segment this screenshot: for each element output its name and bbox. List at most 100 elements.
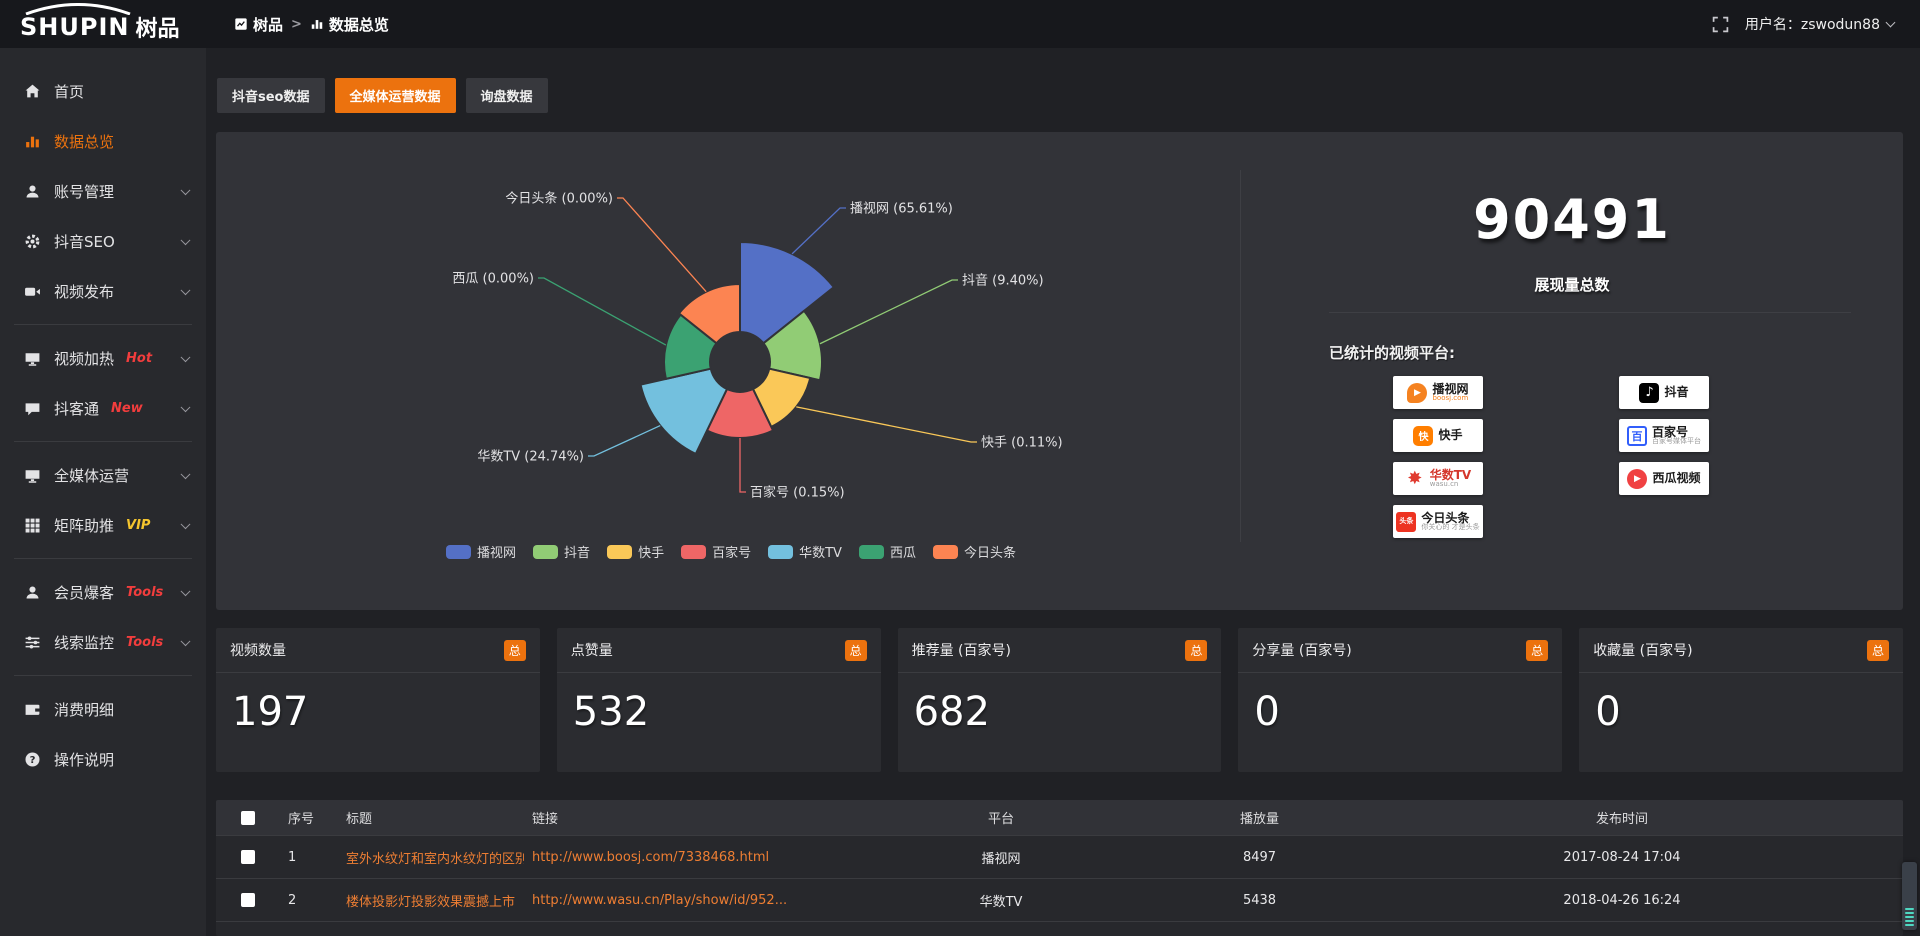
cell-url-link[interactable]: http://www.boosj.com/7338468.html bbox=[532, 849, 770, 865]
legend-item-快手[interactable]: 快手 bbox=[607, 542, 664, 561]
cell-platform: 华数TV bbox=[979, 894, 1023, 910]
sidebar-divider bbox=[14, 558, 192, 559]
sidebar-item-账号管理[interactable]: 账号管理 bbox=[0, 166, 206, 216]
chevron-down-icon bbox=[180, 402, 191, 413]
sidebar-item-抖音SEO[interactable]: 抖音SEO bbox=[0, 216, 206, 266]
legend-item-百家号[interactable]: 百家号 bbox=[681, 542, 751, 561]
pie-slice-抖音[interactable] bbox=[762, 309, 823, 382]
pie-label-line bbox=[617, 197, 707, 293]
monitor-icon bbox=[24, 350, 41, 367]
tab-抖音seo数据[interactable]: 抖音seo数据 bbox=[217, 78, 325, 113]
row-checkbox[interactable] bbox=[241, 810, 255, 825]
topbar: SHUPIN 树品 树品 > 数据总览 用户名：zswodun88 bbox=[0, 0, 1920, 48]
sidebar-item-线索监控[interactable]: 线索监控 Tools bbox=[0, 617, 206, 667]
legend-item-抖音[interactable]: 抖音 bbox=[533, 542, 590, 561]
sidebar-divider bbox=[14, 324, 192, 325]
sidebar-item-全媒体运营[interactable]: 全媒体运营 bbox=[0, 450, 206, 500]
total-impressions-label: 展现量总数 bbox=[1534, 276, 1610, 294]
chevron-down-icon bbox=[180, 185, 191, 196]
sidebar-item-label: 账号管理 bbox=[54, 182, 115, 201]
pie-label-line bbox=[791, 207, 846, 255]
sidebar-item-首页[interactable]: 首页 bbox=[0, 66, 206, 116]
cell-title-link[interactable]: 室外水纹灯和室内水纹灯的区别和简介 bbox=[346, 851, 524, 867]
platform-name: 百家号 bbox=[1652, 424, 1689, 439]
legend-swatch bbox=[768, 544, 794, 559]
app-logo: SHUPIN 树品 bbox=[0, 0, 206, 48]
pie-slice-播视网[interactable] bbox=[739, 240, 836, 345]
stat-card-点赞量: 点赞量 总 532 bbox=[556, 628, 881, 772]
total-badge: 总 bbox=[1866, 639, 1889, 661]
user-menu[interactable]: 用户名：zswodun88 bbox=[1745, 14, 1896, 34]
wallet-icon bbox=[24, 701, 41, 718]
stat-card-value: 0 bbox=[1595, 689, 1621, 735]
sidebar-item-消费明细[interactable]: 消费明细 bbox=[0, 684, 206, 734]
sliders-icon bbox=[24, 634, 41, 651]
row-checkbox[interactable] bbox=[241, 893, 255, 907]
sidebar-item-label: 视频加热 bbox=[54, 349, 115, 368]
platform-subtext: 你关心的 才是头条 bbox=[1421, 523, 1480, 532]
pie-slice-今日头条[interactable] bbox=[677, 282, 741, 345]
wasu-logo-icon: ✸ bbox=[1407, 468, 1423, 489]
legend-label: 抖音 bbox=[564, 546, 591, 561]
sidebar-item-矩阵助推[interactable]: 矩阵助推 VIP bbox=[0, 500, 206, 550]
chart-legend: 播视网 抖音 快手 百家号 华数TV 西瓜 今日头条 bbox=[216, 542, 1246, 561]
platform-name: 今日头条 bbox=[1421, 510, 1470, 525]
cell-url-link[interactable]: http://www.wasu.cn/Play/show/id/952... bbox=[532, 892, 788, 908]
breadcrumb-item[interactable]: 数据总览 bbox=[310, 14, 389, 35]
widget-bar bbox=[1905, 912, 1914, 914]
legend-item-西瓜[interactable]: 西瓜 bbox=[858, 542, 916, 561]
legend-label: 华数TV bbox=[799, 546, 842, 561]
cell-platform: 播视网 bbox=[981, 851, 1021, 867]
platforms-title: 已统计的视频平台: bbox=[1329, 344, 1455, 362]
sidebar-item-数据总览[interactable]: 数据总览 bbox=[0, 116, 206, 166]
sidebar-item-视频发布[interactable]: 视频发布 bbox=[0, 266, 206, 316]
kuaishou-logo-icon: 快 bbox=[1413, 425, 1434, 446]
column-header-播放量: 播放量 bbox=[1239, 812, 1279, 827]
sidebar-item-label: 矩阵助推 bbox=[54, 516, 115, 535]
breadcrumb-label: 树品 bbox=[253, 15, 284, 34]
sidebar-item-操作说明[interactable]: ? 操作说明 bbox=[0, 734, 206, 784]
sidebar-item-会员爆客[interactable]: 会员爆客 Tools bbox=[0, 567, 206, 617]
summary-divider bbox=[1329, 312, 1851, 313]
tab-全媒体运营数据[interactable]: 全媒体运营数据 bbox=[334, 78, 456, 113]
floating-widget[interactable] bbox=[1902, 862, 1917, 930]
sidebar-item-tag: Tools bbox=[126, 584, 164, 600]
legend-item-播视网[interactable]: 播视网 bbox=[446, 542, 516, 561]
legend-item-华数TV[interactable]: 华数TV bbox=[768, 542, 842, 561]
sidebar-item-抖客通[interactable]: 抖客通 New bbox=[0, 383, 206, 433]
widget-bar bbox=[1905, 920, 1914, 922]
pie-label-line bbox=[538, 277, 667, 346]
logo-suffix: 树品 bbox=[135, 17, 180, 42]
cell-no: 2 bbox=[288, 892, 297, 908]
stat-cards: 视频数量总 197 点赞量总 532 推荐量 (百家号) 总 682 分享量 (百家号) 总 0 收… bbox=[216, 628, 1903, 772]
pie-label-line bbox=[588, 425, 661, 457]
pie-label: 今日头条 (0.00%) bbox=[505, 191, 613, 207]
total-badge: 总 bbox=[1185, 639, 1208, 661]
stat-card-label: 收藏量 (百家号) bbox=[1593, 643, 1693, 659]
stat-card-value: 532 bbox=[572, 689, 650, 735]
tab-询盘数据[interactable]: 询盘数据 bbox=[465, 78, 548, 113]
breadcrumb-label: 数据总览 bbox=[328, 15, 389, 34]
legend-item-今日头条[interactable]: 今日头条 bbox=[932, 542, 1016, 561]
sidebar-item-label: 全媒体运营 bbox=[54, 466, 130, 485]
cell-title-link[interactable]: 楼体投影灯投影效果震撼上市 bbox=[346, 894, 516, 910]
pie-label-line bbox=[796, 406, 977, 443]
legend-label: 今日头条 bbox=[963, 546, 1016, 561]
platform-name: 华数TV bbox=[1429, 467, 1472, 482]
fullscreen-icon[interactable] bbox=[1712, 16, 1729, 33]
pie-slice-华数TV[interactable] bbox=[639, 367, 729, 456]
sidebar-item-视频加热[interactable]: 视频加热 Hot bbox=[0, 333, 206, 383]
breadcrumb-item[interactable]: 树品 bbox=[234, 14, 283, 35]
platform-subtext: boosj.com bbox=[1432, 394, 1469, 403]
column-header-发布时间: 发布时间 bbox=[1595, 812, 1648, 827]
column-header-序号: 序号 bbox=[288, 812, 315, 827]
sidebar-item-label: 视频发布 bbox=[54, 282, 115, 301]
logo-arc bbox=[25, 3, 131, 15]
row-checkbox[interactable] bbox=[241, 850, 255, 864]
platform-name: 抖音 bbox=[1664, 385, 1689, 400]
pie-label: 播视网 (65.61%) bbox=[850, 202, 953, 217]
logo-text: SHUPIN bbox=[20, 13, 130, 41]
stat-card-label: 推荐量 (百家号) bbox=[911, 643, 1011, 659]
cell-time: 2017-08-24 17:04 bbox=[1563, 849, 1681, 865]
stat-card-value: 0 bbox=[1254, 689, 1280, 735]
